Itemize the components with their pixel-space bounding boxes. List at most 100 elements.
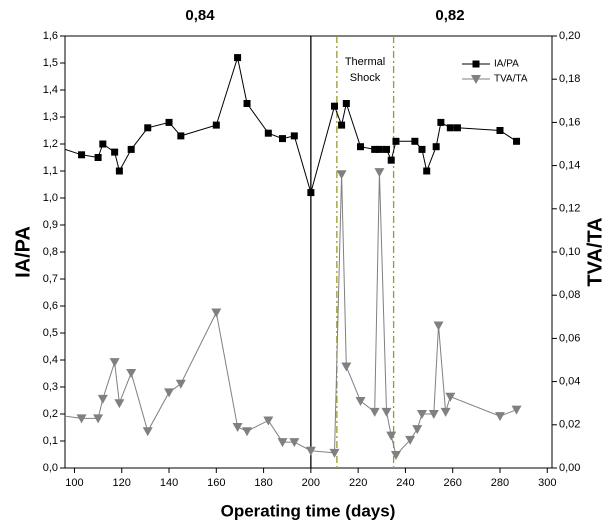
y-tick-label: 1,4 bbox=[43, 84, 58, 96]
y-tick-label: 0,4 bbox=[43, 354, 58, 366]
marker bbox=[307, 189, 315, 197]
legend-label: IA/PA bbox=[494, 59, 519, 70]
y-tick-label: 0,3 bbox=[43, 381, 58, 393]
y-tick-label: 0,2 bbox=[43, 408, 58, 420]
y2-tick-label: 0,06 bbox=[559, 332, 580, 344]
y2-tick-label: 0,18 bbox=[559, 73, 580, 85]
marker bbox=[263, 416, 274, 426]
marker bbox=[437, 118, 445, 126]
annotation: 0,82 bbox=[435, 7, 465, 24]
marker bbox=[511, 405, 522, 415]
marker bbox=[234, 54, 242, 62]
marker bbox=[433, 321, 444, 331]
legend-label: TVA/TA bbox=[494, 74, 528, 85]
x-tick-label: 160 bbox=[207, 477, 225, 489]
marker bbox=[94, 154, 102, 161]
y2-tick-label: 0,16 bbox=[559, 116, 580, 128]
y2-tick-label: 0,10 bbox=[559, 246, 580, 258]
marker bbox=[242, 427, 253, 437]
x-tick-label: 260 bbox=[444, 477, 462, 489]
marker bbox=[164, 388, 175, 398]
marker bbox=[416, 410, 427, 419]
marker bbox=[392, 137, 400, 145]
marker bbox=[126, 368, 137, 378]
series-line bbox=[65, 172, 517, 457]
marker bbox=[446, 124, 454, 132]
marker bbox=[144, 124, 152, 132]
marker bbox=[305, 446, 316, 456]
marker bbox=[243, 100, 251, 107]
y2-tick-label: 0,02 bbox=[559, 419, 580, 431]
marker bbox=[386, 431, 397, 441]
y-tick-label: 0,5 bbox=[43, 327, 58, 339]
annotation: Thermal Shock bbox=[344, 56, 386, 84]
marker bbox=[338, 121, 346, 129]
y2-tick-label: 0,12 bbox=[559, 203, 580, 215]
y-tick-label: 0,6 bbox=[43, 300, 58, 312]
marker bbox=[432, 143, 440, 151]
x-tick-label: 280 bbox=[491, 477, 509, 489]
marker bbox=[418, 145, 426, 153]
marker bbox=[211, 308, 222, 318]
marker bbox=[232, 422, 243, 432]
marker bbox=[329, 448, 340, 458]
x-tick-label: 140 bbox=[160, 477, 178, 489]
marker bbox=[411, 137, 419, 145]
marker bbox=[387, 156, 395, 164]
marker bbox=[165, 118, 173, 126]
plot-frame bbox=[64, 35, 553, 469]
marker bbox=[423, 167, 431, 175]
y-tick-label: 0,9 bbox=[43, 219, 58, 231]
marker bbox=[175, 379, 186, 389]
marker bbox=[109, 358, 120, 368]
marker bbox=[371, 145, 379, 153]
marker bbox=[78, 151, 86, 159]
marker bbox=[277, 438, 288, 448]
marker bbox=[177, 132, 185, 140]
x-axis-label: Operating time (days) bbox=[221, 501, 396, 520]
marker bbox=[264, 129, 272, 137]
y-tick-label: 1,2 bbox=[43, 138, 58, 150]
annotation: 0,84 bbox=[185, 7, 215, 24]
marker bbox=[369, 407, 380, 417]
marker bbox=[453, 124, 461, 132]
marker bbox=[342, 100, 350, 107]
y-tick-label: 1,5 bbox=[43, 57, 58, 69]
marker bbox=[494, 412, 505, 422]
marker bbox=[99, 140, 107, 148]
y-tick-label: 1,3 bbox=[43, 111, 58, 123]
marker bbox=[212, 121, 220, 129]
legend-marker bbox=[472, 60, 480, 68]
y2-tick-label: 0,20 bbox=[559, 30, 580, 42]
marker bbox=[111, 148, 119, 156]
y-tick-label: 0,8 bbox=[43, 246, 58, 258]
y2-axis-label: TVA/TA bbox=[584, 217, 606, 286]
marker bbox=[290, 132, 298, 140]
x-tick-label: 100 bbox=[65, 477, 83, 489]
marker bbox=[355, 397, 366, 407]
marker bbox=[93, 414, 104, 424]
marker bbox=[383, 145, 391, 153]
x-tick-label: 120 bbox=[113, 477, 131, 489]
y-tick-label: 1,1 bbox=[43, 165, 58, 177]
marker bbox=[375, 145, 383, 153]
marker bbox=[289, 438, 300, 448]
x-tick-label: 220 bbox=[349, 477, 367, 489]
marker bbox=[115, 167, 123, 175]
y-tick-label: 0,0 bbox=[43, 462, 58, 474]
y-tick-label: 0,1 bbox=[43, 435, 58, 447]
y-tick-label: 0,7 bbox=[43, 273, 58, 285]
marker bbox=[357, 143, 365, 151]
marker bbox=[496, 127, 504, 134]
marker bbox=[97, 394, 108, 404]
marker bbox=[127, 145, 135, 153]
marker bbox=[390, 451, 401, 461]
marker bbox=[428, 410, 439, 419]
y-tick-label: 1,0 bbox=[43, 192, 58, 204]
y-tick-label: 1,6 bbox=[43, 30, 58, 42]
y-axis-label: IA/PA bbox=[12, 226, 34, 278]
x-tick-label: 240 bbox=[396, 477, 414, 489]
marker bbox=[381, 407, 392, 417]
